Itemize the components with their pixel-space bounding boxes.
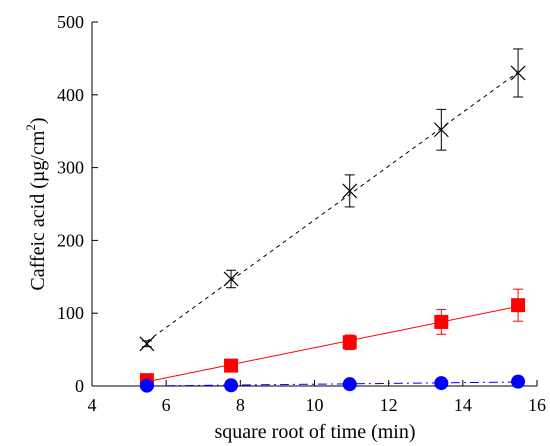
data-point [224, 378, 239, 393]
y-axis-label-sup: 2 [23, 124, 38, 131]
axes: 4 6 8 10 12 14 16 0 100 200 300 400 500 [57, 12, 546, 415]
series-1 [139, 48, 526, 352]
y-tick-label: 300 [57, 158, 84, 178]
x-tick-label: 16 [528, 395, 546, 415]
data-point [511, 298, 526, 313]
x-tick-label: 10 [306, 395, 324, 415]
x-axis-label: square root of time (min) [214, 421, 415, 443]
data-point [434, 376, 449, 391]
x-tick-label: 4 [88, 395, 97, 415]
series-layer [139, 48, 526, 393]
x-tick-label: 8 [236, 395, 245, 415]
y-tick-label: 500 [57, 12, 84, 32]
y-tick-label: 0 [75, 376, 84, 396]
series-3 [139, 374, 526, 393]
y-tick-label: 200 [57, 230, 84, 250]
data-point [342, 183, 358, 199]
series-2-trend-line [146, 305, 519, 383]
y-axis-label-close: ) [27, 117, 49, 124]
data-point [224, 358, 239, 373]
x-tick-label: 12 [380, 395, 398, 415]
data-point [511, 374, 526, 389]
data-point [139, 378, 154, 393]
x-tick-label: 6 [162, 395, 171, 415]
y-tick-label: 400 [57, 85, 84, 105]
data-point [139, 336, 155, 352]
x-tick-label: 14 [454, 395, 472, 415]
series-1-trend-line [146, 71, 519, 342]
data-point [434, 314, 449, 329]
y-axis-label: Caffeic acid (µg/cm2) [23, 117, 49, 290]
series-3-trend-line [146, 381, 519, 387]
y-axis-label-main: Caffeic acid (µg/cm [27, 130, 49, 290]
y-tick-label: 100 [57, 303, 84, 323]
data-point [342, 335, 357, 350]
data-point [342, 377, 357, 392]
data-point [510, 65, 526, 81]
data-point [433, 122, 449, 138]
series-2 [139, 288, 526, 388]
data-point [223, 271, 239, 287]
